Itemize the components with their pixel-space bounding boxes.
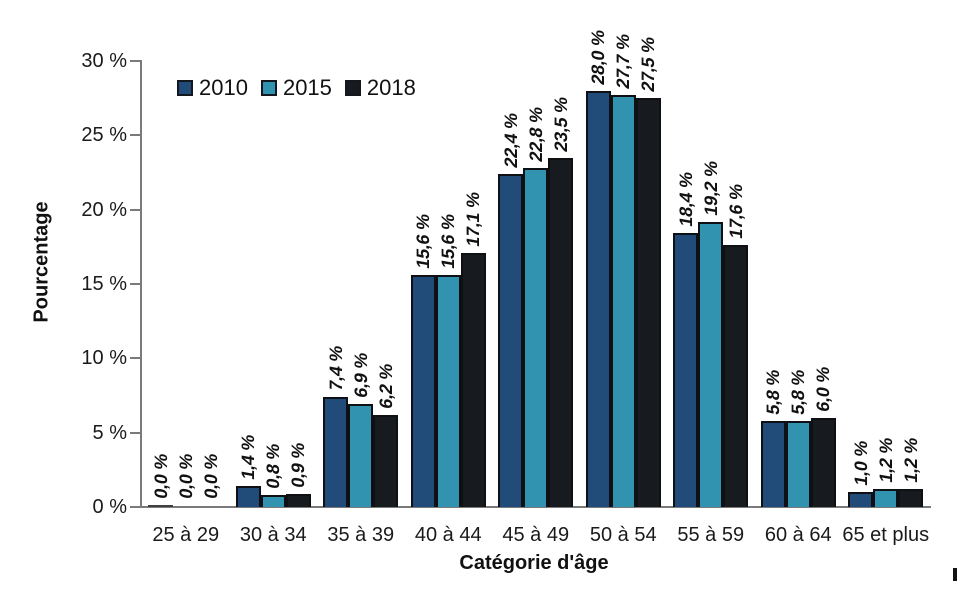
bar-value-label: 27,7 % [613,32,634,91]
legend-label: 2010 [199,75,248,100]
bar-2015 [610,95,636,507]
bar-value-label: 6,0 % [813,365,834,414]
bar-2015 [698,222,724,507]
legend-swatch-2018 [344,80,361,96]
bar-2015 [348,404,374,507]
bar-2010 [148,505,174,507]
y-axis-line [140,60,142,508]
category-label: 40 à 44 [414,524,482,546]
bar-2010 [673,233,699,507]
bar-value-label: 6,2 % [375,362,396,411]
bar-value-label: 5,8 % [763,368,784,417]
y-tick-label: 15 % [81,273,127,295]
category-label: 60 à 64 [764,524,832,546]
bar-2018 [548,158,574,507]
bar-value-label: 17,1 % [463,190,484,249]
bar-2010 [760,421,786,507]
bar-2015 [435,275,461,507]
bar-value-label: 0,9 % [288,441,309,490]
category-label: 65 et plus [842,524,930,546]
bar-2018 [198,505,223,507]
bar-value-label: 27,5 % [638,35,659,94]
bar-2018 [635,98,661,507]
legend-item-2018: 2018 [344,75,416,100]
bar-2018 [723,245,749,507]
y-tick [130,506,141,508]
legend-label: 2015 [282,75,332,100]
cutoff-glyph [953,568,957,581]
y-tick [130,431,141,434]
bar-value-label: 1,4 % [238,433,259,482]
legend-swatch-2010 [177,80,193,96]
legend-swatch-2015 [260,80,277,96]
legend-item-2015: 2015 [260,75,332,100]
bar-value-label: 15,6 % [413,212,434,271]
legend: 2010 2015 2018 [177,77,416,99]
bar-2010 [410,275,436,507]
y-tick-label: 5 % [92,421,127,444]
x-axis-line [140,506,931,508]
bar-2015 [873,489,899,507]
category-label: 25 à 29 [152,524,220,546]
y-tick [130,134,141,137]
bar-2015 [523,168,549,507]
bar-2015 [785,421,811,507]
y-tick-label: 0 % [92,496,127,518]
bar-value-label: 19,2 % [700,159,721,218]
bar-2018 [373,415,399,507]
category-label: 30 à 34 [239,524,307,546]
bar-value-label: 6,9 % [350,351,371,400]
category-label: 45 à 49 [502,524,570,546]
bar-2010 [585,91,611,507]
x-axis-title: Catégorie d'âge [459,552,609,574]
bar-value-label: 22,8 % [525,105,546,164]
bar-value-label: 22,4 % [500,111,521,170]
bar-value-label: 18,4 % [675,170,696,229]
bar-2015 [260,495,286,507]
legend-item-2010: 2010 [177,77,248,99]
category-label: 35 à 39 [327,524,395,546]
bar-value-label: 1,0 % [850,439,871,488]
bar-2010 [323,397,349,507]
bar-2010 [498,174,524,507]
y-tick [130,60,141,62]
bar-2018 [460,253,486,507]
bar-2015 [173,505,198,507]
y-tick-label: 20 % [81,198,127,221]
y-tick-label: 25 % [81,124,127,147]
bar-value-label: 7,4 % [325,344,346,393]
y-tick-label: 30 % [81,50,127,72]
bar-value-label: 17,6 % [725,182,746,241]
bar-2010 [235,486,261,507]
legend-label: 2018 [366,75,416,100]
category-label: 55 à 59 [677,524,745,546]
bar-value-label: 1,2 % [900,436,921,485]
bar-value-label: 0,0 % [200,452,221,501]
bar-2018 [285,494,311,507]
y-tick-label: 10 % [81,347,127,370]
bar-value-label: 28,0 % [588,28,609,87]
bar-value-label: 0,8 % [263,442,284,491]
bar-2018 [898,489,924,507]
y-tick [130,283,141,285]
y-tick [130,208,141,211]
bar-2010 [848,492,874,507]
category-label: 50 à 54 [589,524,657,546]
bar-value-label: 15,6 % [438,212,459,271]
bar-value-label: 0,0 % [175,452,196,501]
y-tick [130,357,141,360]
bar-2018 [810,418,836,507]
bar-value-label: 23,5 % [550,95,571,154]
bar-value-label: 0,0 % [150,452,171,501]
bar-value-label: 1,2 % [875,436,896,485]
bar-value-label: 5,8 % [788,368,809,417]
